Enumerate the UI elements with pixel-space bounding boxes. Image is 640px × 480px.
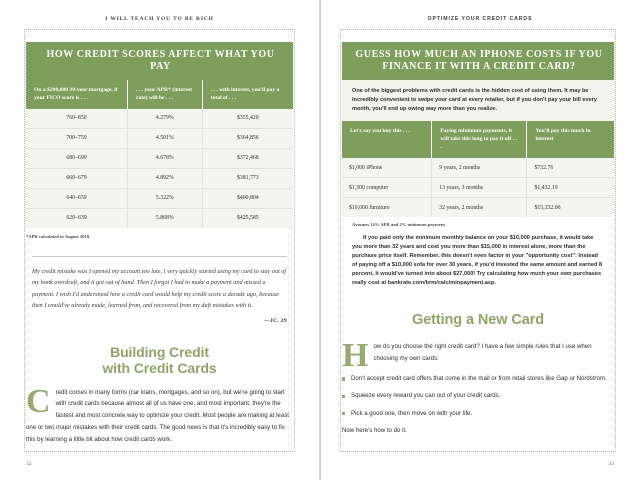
drop-cap: C <box>26 382 51 420</box>
cell-purchase: $10,000 furniture <box>342 197 433 218</box>
cell-score: 620–639 <box>26 208 128 228</box>
closing-line: Now here's how to do it. <box>342 427 407 435</box>
right-section-heading: Getting a New Card <box>412 312 544 329</box>
cell-payoff-time: 13 years, 3 months <box>431 177 528 199</box>
pull-quote: My credit mistake was I opened my accoun… <box>26 255 293 324</box>
list-item-label: Pick a good one, then move on with your … <box>351 409 473 417</box>
column-header-purchase: Let's say you buy this . . . <box>342 120 433 159</box>
cell-apr: 5.322% <box>127 188 203 209</box>
table-row: 680–699 4.678% $372,468 <box>26 148 293 169</box>
cell-score: 680–699 <box>26 148 128 169</box>
iphone-cost-box-title: GUESS HOW MUCH AN IPHONE COSTS IF YOU FI… <box>342 42 614 80</box>
cell-apr: 5.868% <box>127 208 203 228</box>
cell-apr: 4.279% <box>127 108 203 129</box>
right-running-head: OPTIMIZE YOUR CREDIT CARDS <box>427 16 533 22</box>
cell-payoff-time: 32 years, 2 months <box>431 197 528 218</box>
table-row: $10,000 furniture 32 years, 2 months $15… <box>342 197 614 218</box>
heading-line-2: with Credit Cards <box>102 360 217 377</box>
list-item: Squeeze every reward you can out of your… <box>342 391 614 401</box>
list-item-label: Squeeze every reward you can out of your… <box>351 392 501 400</box>
quote-text: My credit mistake was I opened my accoun… <box>32 267 287 310</box>
credit-score-table: On a $200,000 30-year mortgage, if your … <box>26 79 293 228</box>
table-row: $1,500 computer 13 years, 3 months $1,43… <box>342 177 614 199</box>
table-row: 640–659 5.322% $400,804 <box>26 188 293 209</box>
column-header-total: . . . with interest, you'll pay a total … <box>202 79 293 109</box>
cell-interest: $15,332.06 <box>526 197 614 218</box>
square-bullet-icon <box>342 412 346 416</box>
cell-apr: 4.892% <box>127 168 203 189</box>
column-header-fico: On a $200,000 30-year mortgage, if your … <box>26 79 128 109</box>
right-page-frame <box>340 29 616 452</box>
cell-total: $355,420 <box>202 108 293 129</box>
cell-total: $400,804 <box>202 188 293 209</box>
left-body-text: C redit comes in many forms (car loans, … <box>26 382 293 446</box>
cell-score: 760–850 <box>26 108 128 129</box>
cell-payoff-time: 9 years, 2 months <box>431 158 528 179</box>
column-header-interest: You'll pay this much in interest <box>526 120 614 159</box>
left-page-frame <box>24 29 295 452</box>
left-section-heading: Building Credit with Credit Cards <box>26 344 293 377</box>
list-item-label: Don't accept credit card offers that com… <box>351 374 607 382</box>
square-bullet-icon <box>342 377 346 381</box>
body-paragraph: redit comes in many forms (car loans, mo… <box>26 388 289 443</box>
cell-total: $372,468 <box>202 148 293 169</box>
cell-score: 700–759 <box>26 128 128 149</box>
square-bullet-icon <box>342 394 346 398</box>
folio-left: 32 <box>26 461 32 467</box>
left-running-head: I Will Teach You to Be Rich <box>105 16 214 22</box>
column-header-apr: . . . your APR* (interest rate) will be … <box>127 79 203 109</box>
body-paragraph: ow do you choose the right credit card? … <box>373 343 592 363</box>
credit-score-box-title: HOW CREDIT SCORES AFFECT WHAT YOU PAY <box>26 42 293 80</box>
cell-total: $425,585 <box>202 208 293 228</box>
quote-attribution: —JC, 29 <box>264 317 287 324</box>
column-header-payoff-time: Paying minimum payments, it will take th… <box>431 120 528 159</box>
iphone-cost-intro: One of the biggest problems with credit … <box>342 79 614 121</box>
right-page-content: GUESS HOW MUCH AN IPHONE COSTS IF YOU FI… <box>342 30 614 450</box>
cell-score: 660–679 <box>26 168 128 189</box>
cell-purchase: $1,500 computer <box>342 177 433 199</box>
page-gutter <box>320 0 321 480</box>
left-page-content: HOW CREDIT SCORES AFFECT WHAT YOU PAY On… <box>26 30 293 450</box>
list-item: Pick a good one, then move on with your … <box>342 409 614 419</box>
table-row: 760–850 4.279% $355,420 <box>26 108 293 129</box>
card-rules-list: Don't accept credit card offers that com… <box>342 374 614 419</box>
right-body-text: H ow do you choose the right credit card… <box>342 339 614 372</box>
credit-score-footnote: *APR calculated in August 2018. <box>26 233 91 239</box>
quote-divider <box>32 255 287 257</box>
cell-score: 640–659 <box>26 188 128 209</box>
iphone-cost-explanation: If you paid only the minimum monthly bal… <box>342 227 614 297</box>
left-page: I Will Teach You to Be Rich HOW CREDIT S… <box>0 0 320 480</box>
credit-score-box: HOW CREDIT SCORES AFFECT WHAT YOU PAY On… <box>26 42 293 239</box>
heading-line-1: Building Credit <box>110 343 209 360</box>
table-row: 700–759 4.501% $364,856 <box>26 128 293 149</box>
table-header-row: On a $200,000 30-year mortgage, if your … <box>26 79 293 109</box>
table-row: $1,000 iPhone 9 years, 2 months $732.76 <box>342 158 614 179</box>
list-item: Don't accept credit card offers that com… <box>342 374 614 384</box>
cell-total: $364,856 <box>202 128 293 149</box>
folio-right: 33 <box>608 461 614 467</box>
table-row: 660–679 4.892% $381,773 <box>26 168 293 189</box>
table-header-row: Let's say you buy this . . . Paying mini… <box>342 120 614 159</box>
cell-apr: 4.678% <box>127 148 203 169</box>
table-row: 620–639 5.868% $425,585 <box>26 208 293 228</box>
right-page: OPTIMIZE YOUR CREDIT CARDS GUESS HOW MUC… <box>320 0 640 480</box>
iphone-cost-box: GUESS HOW MUCH AN IPHONE COSTS IF YOU FI… <box>342 42 614 297</box>
iphone-cost-footnote: Assumes 14% APR and 2% minimum payment <box>352 222 445 228</box>
cell-interest: $732.76 <box>526 158 614 179</box>
iphone-cost-table: Let's say you buy this . . . Paying mini… <box>342 120 614 218</box>
drop-cap: H <box>342 337 369 375</box>
cell-purchase: $1,000 iPhone <box>342 158 433 179</box>
cell-total: $381,773 <box>202 168 293 189</box>
cell-apr: 4.501% <box>127 128 203 149</box>
cell-interest: $1,432.19 <box>526 177 614 199</box>
